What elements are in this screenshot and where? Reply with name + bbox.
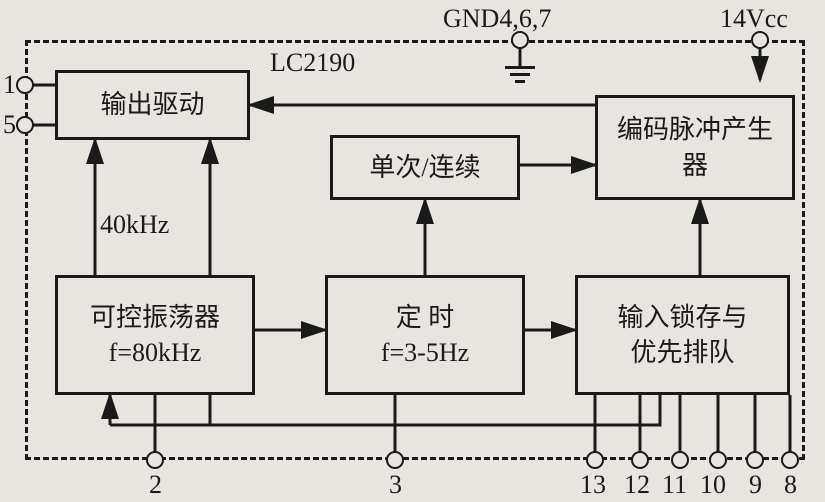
pin-1-circle (16, 76, 34, 94)
pin-9-circle (746, 451, 764, 469)
pin-12-label: 12 (624, 470, 650, 500)
block-encoder-text-1: 编码脉冲产生 (617, 112, 773, 147)
vcc-label: 14Vcc (720, 4, 788, 34)
pin-5-label: 5 (3, 110, 16, 140)
freq-40k-label: 40kHz (100, 210, 169, 240)
pin-13-circle (586, 451, 604, 469)
block-oscillator-text-1: 可控振荡器 (90, 300, 220, 335)
block-single-cont: 单次/连续 (330, 135, 520, 200)
pin-gnd-circle (511, 31, 529, 49)
block-latch-text-1: 输入锁存与 (617, 300, 747, 335)
pin-11-circle (671, 451, 689, 469)
pin-13-label: 13 (580, 470, 606, 500)
pin-5-circle (16, 116, 34, 134)
pin-9-label: 9 (749, 470, 762, 500)
block-latch: 输入锁存与 优先排队 (575, 275, 790, 395)
block-output-driver-text: 输出驱动 (100, 87, 204, 122)
block-oscillator-text-2: f=80kHz (109, 335, 202, 370)
block-diagram: LC2190 GND4,6,7 14Vcc 输出驱动 单次/连续 编码脉冲产生 … (0, 0, 825, 502)
chip-name-label: LC2190 (270, 48, 355, 78)
block-timer: 定 时 f=3-5Hz (325, 275, 525, 395)
block-timer-text-1: 定 时 (396, 300, 455, 335)
block-encoder-text-2: 器 (682, 148, 708, 183)
pin-8-circle (781, 451, 799, 469)
pin-11-label: 11 (662, 470, 687, 500)
block-oscillator: 可控振荡器 f=80kHz (55, 275, 255, 395)
block-timer-text-2: f=3-5Hz (381, 335, 469, 370)
pin-8-label: 8 (784, 470, 797, 500)
block-output-driver: 输出驱动 (55, 70, 250, 140)
pin-2-label: 2 (149, 470, 162, 500)
block-latch-text-2: 优先排队 (630, 335, 734, 370)
pin-10-label: 10 (700, 470, 726, 500)
pin-3-circle (386, 451, 404, 469)
gnd-label: GND4,6,7 (443, 4, 551, 34)
pin-10-circle (709, 451, 727, 469)
pin-1-label: 1 (3, 70, 16, 100)
block-encoder: 编码脉冲产生 器 (595, 95, 795, 200)
pin-3-label: 3 (389, 470, 402, 500)
pin-2-circle (146, 451, 164, 469)
pin-12-circle (631, 451, 649, 469)
pin-vcc-circle (751, 31, 769, 49)
block-single-cont-text: 单次/连续 (369, 150, 480, 185)
